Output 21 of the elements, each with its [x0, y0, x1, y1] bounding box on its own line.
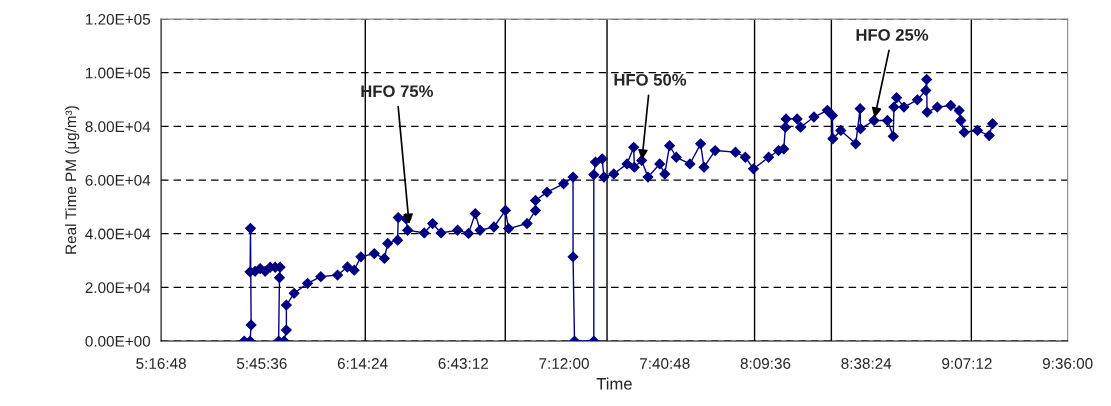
y-tick-label: 4.00E+04	[85, 228, 151, 240]
x-tick-label: 5:45:36	[236, 358, 287, 369]
x-tick-label: 6:43:12	[438, 358, 489, 369]
y-tick-label: 0.00E+00	[85, 335, 151, 347]
x-tick-label: 6:14:24	[337, 358, 388, 369]
x-tick-label: 5:16:48	[136, 358, 186, 369]
x-tick-label: 9:36:00	[1042, 358, 1093, 369]
y-axis-title: Real Time PM (μg/m³)	[65, 106, 80, 254]
y-tick-label: 2.00E+04	[85, 282, 151, 294]
y-tick-label: 6.00E+04	[85, 174, 151, 186]
x-tick-label: 7:40:48	[640, 358, 690, 369]
y-tick-label: 1.20E+05	[86, 13, 151, 25]
x-tick-label: 8:09:36	[740, 358, 791, 369]
annotation: HFO 25%	[856, 29, 929, 41]
x-axis-title: Time	[596, 377, 632, 390]
x-tick-label: 7:12:00	[539, 358, 589, 369]
y-tick-label: 1.00E+05	[86, 67, 151, 79]
y-tick-label: 8.00E+04	[85, 121, 151, 133]
annotation: HFO 50%	[614, 73, 687, 86]
x-tick-label: 8:38:24	[841, 358, 892, 369]
x-tick-label: 9:07:12	[942, 358, 992, 369]
